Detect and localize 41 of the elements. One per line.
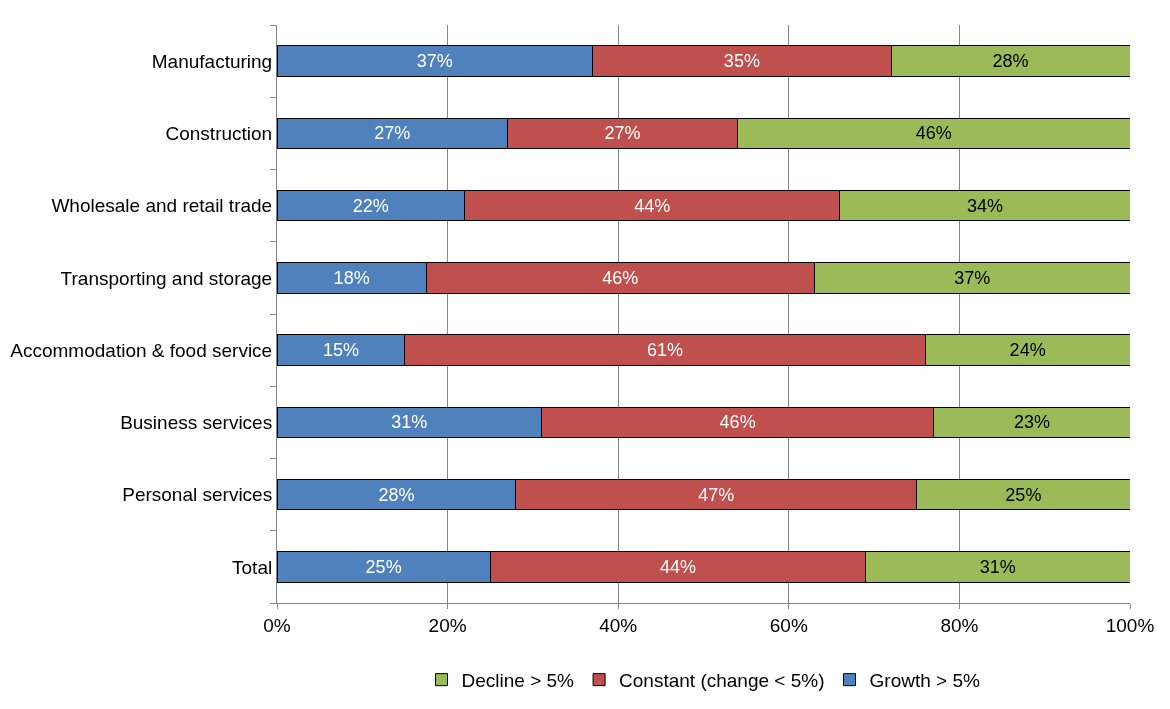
data-label: 28% (992, 51, 1029, 72)
data-label: 27% (374, 123, 411, 144)
x-tick-label: 60% (769, 614, 808, 636)
data-label: 31% (391, 412, 428, 433)
y-tick-label: Construction (165, 123, 273, 145)
y-tick-label: Wholesale and retail trade (51, 195, 273, 217)
data-label: 27% (604, 123, 641, 144)
data-label: 46% (915, 123, 952, 144)
data-label: 34% (966, 195, 1004, 216)
data-label: 44% (659, 556, 696, 577)
y-tick-label: Personal services (122, 484, 273, 506)
data-label: 31% (979, 556, 1016, 577)
data-label: 37% (954, 267, 991, 288)
x-tick-label: 20% (428, 614, 467, 636)
data-label: 46% (602, 267, 639, 288)
y-tick-label: Business services (120, 412, 273, 434)
x-tick-label: 80% (940, 614, 979, 636)
legend-label: Constant (change < 5%) (619, 670, 825, 692)
y-tick-label: Total (232, 556, 273, 578)
data-label: 28% (378, 484, 415, 505)
data-label: 44% (634, 195, 671, 216)
data-label: 35% (723, 51, 760, 72)
data-label: 24% (1009, 340, 1046, 361)
x-tick-label: 100% (1105, 614, 1155, 636)
x-tick-label: 0% (263, 614, 291, 636)
data-label: 23% (1013, 412, 1050, 433)
y-tick-label: Transporting and storage (60, 267, 273, 289)
data-label: 22% (352, 195, 389, 216)
data-label: 61% (647, 340, 684, 361)
x-tick-label: 40% (599, 614, 638, 636)
data-label: 37% (416, 51, 453, 72)
y-tick-label: Manufacturing (151, 50, 273, 72)
legend-label: Decline > 5% (461, 670, 575, 692)
y-tick-label: Accommodation & food service (10, 339, 273, 361)
data-label: 46% (719, 412, 756, 433)
data-label: 25% (365, 556, 402, 577)
data-label: 47% (698, 484, 735, 505)
data-label: 15% (322, 340, 359, 361)
data-label: 25% (1005, 484, 1042, 505)
legend-label: Growth > 5% (869, 670, 980, 692)
data-label: 18% (333, 267, 370, 288)
